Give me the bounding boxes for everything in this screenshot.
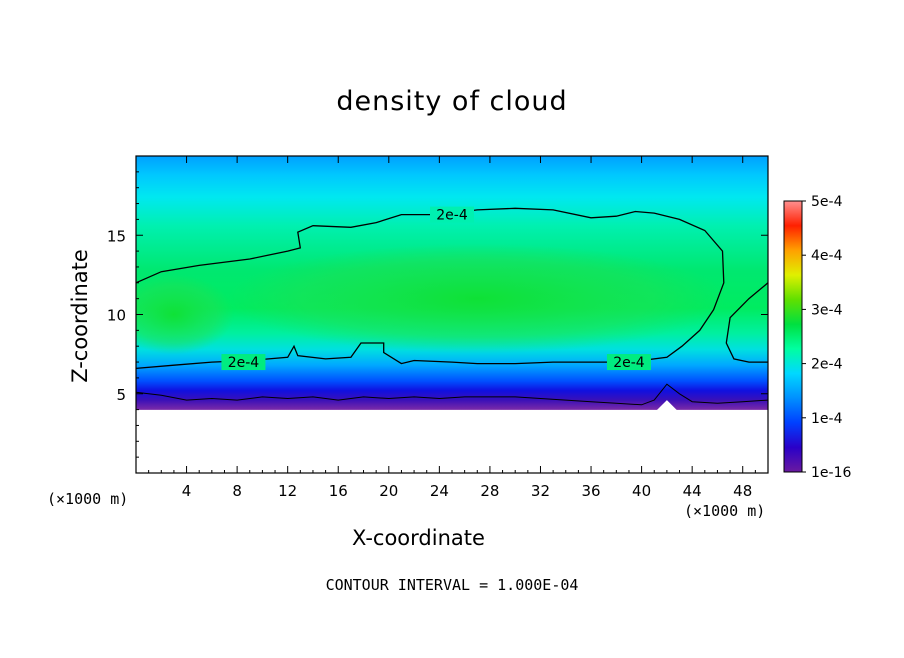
colorbar bbox=[783, 200, 803, 473]
contour-label: 2e-4 bbox=[436, 208, 468, 224]
x-tick-label: 44 bbox=[683, 482, 702, 500]
x-tick-label: 24 bbox=[430, 482, 449, 500]
x-tick-label: 12 bbox=[278, 482, 297, 500]
colorbar-tick-label: 1e-16 bbox=[811, 465, 851, 481]
cloud-free-region bbox=[136, 400, 768, 473]
contour-line-2e-4 bbox=[136, 207, 725, 370]
x-tick-label: 32 bbox=[531, 482, 550, 500]
cloud-core-region-left bbox=[136, 274, 234, 355]
contour-label-bg bbox=[221, 354, 266, 371]
contour-label: 2e-4 bbox=[613, 355, 645, 371]
x-tick-label: 40 bbox=[632, 482, 651, 500]
y-axis-label: Z-coordinate bbox=[68, 249, 92, 383]
y-tick-label: 10 bbox=[107, 307, 126, 325]
colorbar-tick-label: 3e-4 bbox=[811, 302, 843, 318]
contour-label: 2e-4 bbox=[228, 355, 260, 371]
x-tick-label: 4 bbox=[182, 482, 192, 500]
contour-interval-note: CONTOUR INTERVAL = 1.000E-04 bbox=[325, 576, 579, 594]
chart-title: density of cloud bbox=[336, 86, 568, 117]
x-tick-label: 36 bbox=[581, 482, 600, 500]
x-tick-label: 20 bbox=[379, 482, 398, 500]
y-tick-label: 15 bbox=[107, 227, 126, 245]
contour-label-bg bbox=[430, 206, 474, 223]
cloud-core-region bbox=[227, 243, 728, 354]
x-axis-label: X-coordinate bbox=[352, 526, 485, 550]
colorbar-tick-label: 1e-4 bbox=[811, 411, 843, 427]
x-tick-label: 8 bbox=[232, 482, 242, 500]
colorbar-tick-label: 2e-4 bbox=[811, 357, 843, 373]
x-tick-label: 28 bbox=[480, 482, 499, 500]
x-unit-label-left: (×1000 m) bbox=[47, 490, 129, 508]
x-unit-label-right: (×1000 m) bbox=[684, 502, 766, 520]
x-tick-label: 48 bbox=[733, 482, 752, 500]
contour-line-2e-4-right bbox=[725, 282, 768, 363]
y-tick-label: 5 bbox=[116, 386, 126, 404]
contour-line-1e-4 bbox=[136, 383, 768, 406]
colorbar-tick-label: 5e-4 bbox=[811, 194, 843, 210]
contour-label-bg bbox=[606, 354, 651, 371]
x-tick-label: 16 bbox=[329, 482, 348, 500]
colorbar-tick-label: 4e-4 bbox=[811, 248, 843, 264]
